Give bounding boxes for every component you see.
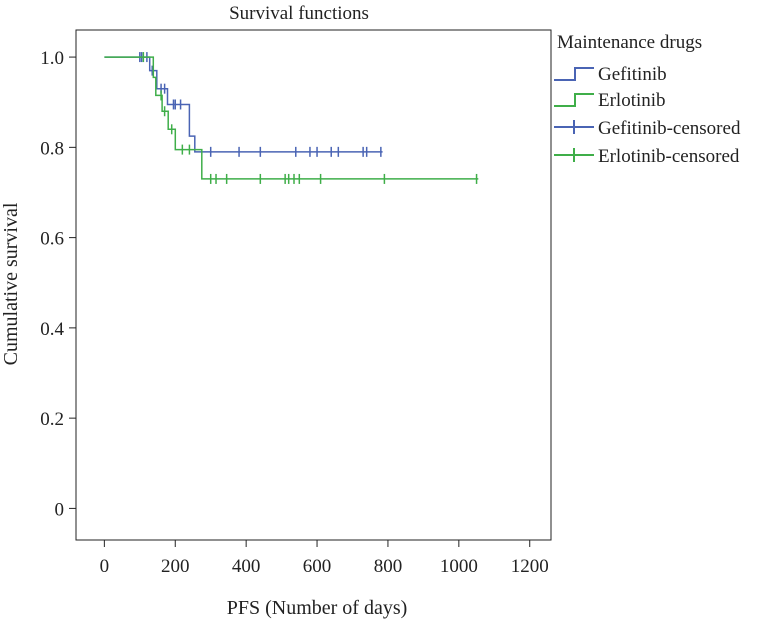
legend-item-erlotinib-censored: Erlotinib-censored <box>554 146 740 167</box>
legend-item-gefitinib: Gefitinib <box>554 64 667 85</box>
x-tick-label: 1000 <box>440 556 478 577</box>
x-tick-label: 0 <box>100 556 110 577</box>
x-axis-label: PFS (Number of days) <box>227 597 408 619</box>
y-tick-label: 1.0 <box>40 48 64 69</box>
y-tick-label: 0 <box>55 499 65 520</box>
x-tick-label: 400 <box>232 556 261 577</box>
legend-swatch-gefitinib <box>554 67 594 81</box>
legend-item-gefitinib-censored: Gefitinib-censored <box>554 118 741 139</box>
y-tick-label: 0.2 <box>40 409 64 430</box>
legend-label-gefitinib-censored: Gefitinib-censored <box>598 118 741 139</box>
x-tick-label: 1200 <box>511 556 549 577</box>
legend: Maintenance drugs Gefitinib Erlotinib Ge… <box>554 32 741 167</box>
plot-frame <box>75 29 552 541</box>
axes: 0 200 400 600 800 1000 1200 0 0.2 0.4 0.6 0.8 1.0 <box>40 48 548 577</box>
series-layer <box>104 52 479 184</box>
x-tick-label: 600 <box>303 556 332 577</box>
y-axis-label: Cumulative survival <box>0 202 22 365</box>
legend-item-erlotinib: Erlotinib <box>554 90 666 111</box>
y-tick-label: 0.8 <box>40 138 64 159</box>
legend-title: Maintenance drugs <box>557 32 702 53</box>
legend-label-erlotinib-censored: Erlotinib-censored <box>598 146 740 167</box>
legend-label-gefitinib: Gefitinib <box>598 64 667 85</box>
legend-label-erlotinib: Erlotinib <box>598 90 666 111</box>
x-tick-label: 800 <box>374 556 403 577</box>
y-tick-label: 0.6 <box>40 229 64 250</box>
y-tick-label: 0.4 <box>40 319 64 340</box>
series-line-gefitinib <box>104 56 383 153</box>
x-tick-label: 200 <box>161 556 190 577</box>
chart-title: Survival functions <box>229 3 369 24</box>
legend-swatch-erlotinib <box>554 93 594 107</box>
